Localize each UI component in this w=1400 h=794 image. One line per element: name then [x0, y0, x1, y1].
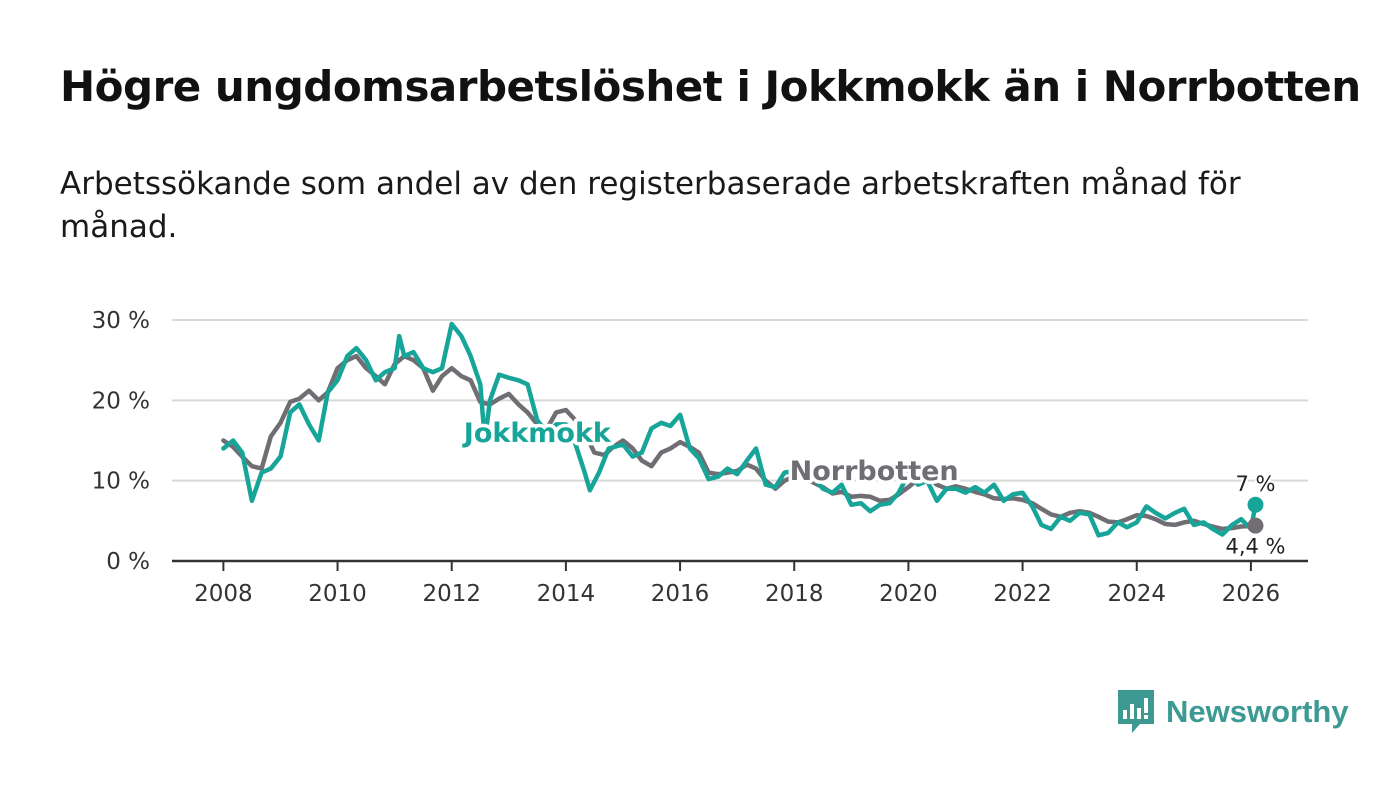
y-tick-label: 10 % — [92, 469, 150, 495]
series-lines — [221, 321, 1258, 538]
page-title: Högre ungdomsarbetslöshet i Jokkmokk än … — [60, 62, 1361, 111]
brand-logo: Newsworthy — [1118, 690, 1349, 734]
x-tick-label: 2010 — [308, 581, 367, 607]
y-tick-label: 0 % — [106, 549, 150, 575]
end-point-jokkmokk — [1247, 496, 1264, 513]
x-axis: 2008 2010 2012 2014 2016 2018 2020 2022 2024 2026 — [172, 559, 1308, 607]
x-tick-label: 2016 — [651, 581, 710, 607]
series-label-jokkmokk: Jokkmokk — [462, 418, 612, 449]
newsworthy-logo-icon — [1118, 690, 1154, 733]
series-label-norrbotten: Norrbotten — [790, 456, 959, 487]
chart-subtitle: Arbetssökande som andel av den registerb… — [60, 166, 1241, 245]
y-axis: 0 % 10 % 20 % 30 % — [92, 308, 150, 575]
x-tick-label: 2020 — [879, 581, 938, 607]
x-tick-label: 2014 — [537, 581, 596, 607]
end-value-label-jokkmokk: 7 % — [1235, 472, 1275, 496]
x-tick-label: 2008 — [194, 581, 253, 607]
x-tick-label: 2012 — [422, 581, 481, 607]
x-tick-label: 2026 — [1222, 581, 1281, 607]
end-value-label-norrbotten: 4,4 % — [1225, 535, 1285, 559]
y-tick-label: 20 % — [92, 388, 150, 414]
series-labels: 4,4 % Norrbotten 7 % Jokkmokk — [458, 415, 1287, 561]
series-line-norrbotten — [221, 353, 1258, 532]
series-line-jokkmokk — [221, 321, 1258, 538]
x-tick-label: 2024 — [1107, 581, 1166, 607]
gridlines — [172, 319, 1308, 482]
brand-name: Newsworthy — [1166, 694, 1349, 729]
end-point-norrbotten — [1247, 517, 1264, 534]
x-tick-label: 2022 — [993, 581, 1052, 607]
x-tick-label: 2018 — [765, 581, 824, 607]
y-tick-label: 30 % — [92, 308, 150, 334]
